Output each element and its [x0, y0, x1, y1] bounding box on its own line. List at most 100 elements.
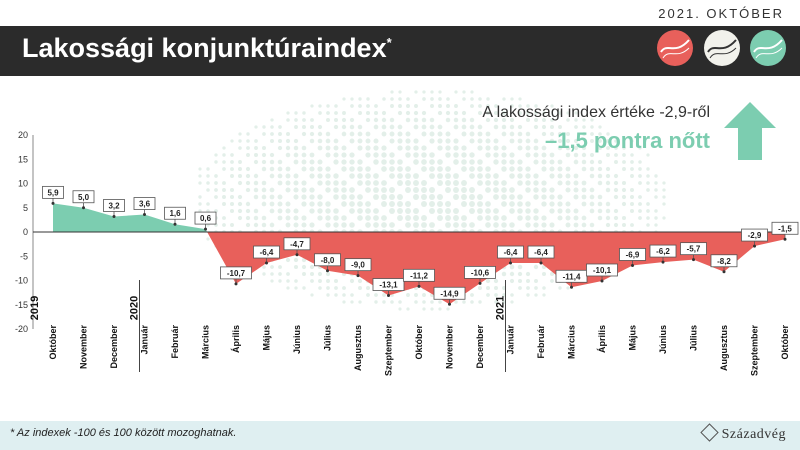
- background-dot: [453, 124, 459, 130]
- background-dot: [461, 159, 467, 165]
- x-tick-label: Április: [231, 325, 241, 353]
- background-dot: [638, 181, 642, 185]
- background-dot: [525, 173, 531, 179]
- background-dot: [646, 181, 650, 185]
- background-dot: [541, 145, 547, 151]
- background-dot: [445, 166, 451, 172]
- background-dot: [589, 194, 595, 200]
- background-dot: [509, 159, 515, 165]
- x-tick-label: Szeptember: [750, 325, 760, 377]
- background-dot: [222, 223, 226, 227]
- background-dot: [206, 167, 210, 171]
- background-dot: [638, 209, 642, 213]
- background-dot: [501, 124, 507, 130]
- background-dot: [502, 97, 506, 101]
- data-point: [387, 294, 390, 298]
- background-dot: [302, 111, 306, 115]
- background-dot: [533, 215, 539, 221]
- background-dot: [589, 201, 595, 207]
- background-dot: [445, 180, 451, 186]
- background-dot: [493, 194, 499, 200]
- x-tick-label: Augusztus: [719, 325, 729, 371]
- background-dot: [341, 131, 347, 137]
- background-dot: [462, 97, 466, 101]
- background-dot: [389, 124, 395, 130]
- background-dot: [493, 222, 499, 228]
- y-tick-label: -10: [15, 276, 28, 286]
- background-dot: [621, 201, 627, 207]
- background-dot: [261, 222, 267, 228]
- background-dot: [549, 201, 555, 207]
- background-dot: [477, 166, 483, 172]
- background-dot: [565, 215, 571, 221]
- background-dot: [453, 208, 459, 214]
- background-dot: [430, 90, 434, 94]
- background-dot: [533, 194, 539, 200]
- background-dot: [293, 180, 299, 186]
- background-dot: [461, 215, 467, 221]
- background-dot: [493, 208, 499, 214]
- background-dot: [638, 195, 642, 199]
- background-dot: [510, 104, 514, 108]
- background-dot: [349, 201, 355, 207]
- background-dot: [590, 118, 594, 122]
- background-dot: [477, 173, 483, 179]
- background-dot: [350, 293, 354, 297]
- background-dot: [469, 222, 475, 228]
- background-dot: [477, 285, 483, 291]
- background-dot: [349, 138, 355, 144]
- background-dot: [429, 222, 435, 228]
- background-dot: [501, 166, 507, 172]
- background-dot: [654, 174, 658, 178]
- background-dot: [470, 97, 474, 101]
- background-dot: [549, 152, 555, 158]
- background-dot: [525, 131, 531, 137]
- background-dot: [525, 278, 531, 284]
- background-dot: [390, 104, 394, 108]
- background-dot: [509, 124, 515, 130]
- background-dot: [389, 166, 395, 172]
- background-dot: [581, 166, 587, 172]
- background-dot: [437, 173, 443, 179]
- background-dot: [261, 194, 267, 200]
- background-dot: [301, 152, 307, 158]
- background-dot: [526, 293, 530, 297]
- background-dot: [509, 222, 515, 228]
- background-dot: [510, 97, 514, 101]
- background-dot: [262, 272, 266, 276]
- background-dot: [333, 145, 339, 151]
- background-dot: [269, 208, 275, 214]
- background-dot: [493, 110, 499, 116]
- background-dot: [429, 166, 435, 172]
- background-dot: [237, 208, 243, 214]
- background-dot: [517, 215, 523, 221]
- background-dot: [557, 208, 563, 214]
- data-label: 5,0: [72, 190, 95, 208]
- background-dot: [373, 215, 379, 221]
- background-dot: [349, 152, 355, 158]
- background-dot: [389, 159, 395, 165]
- background-dot: [333, 278, 339, 284]
- background-dot: [309, 187, 315, 193]
- background-dot: [662, 202, 666, 206]
- background-dot: [222, 146, 226, 150]
- background-dot: [373, 124, 379, 130]
- background-dot: [445, 222, 451, 228]
- background-dot: [326, 293, 330, 297]
- background-dot: [485, 215, 491, 221]
- background-dot: [421, 110, 427, 116]
- data-label: -6,2: [649, 244, 677, 263]
- background-dot: [357, 201, 363, 207]
- background-dot: [429, 187, 435, 193]
- background-dot: [630, 174, 634, 178]
- background-dot: [437, 159, 443, 165]
- background-dot: [469, 138, 475, 144]
- background-dot: [469, 201, 475, 207]
- data-point: [783, 237, 787, 241]
- background-dot: [390, 300, 394, 304]
- background-dot: [485, 152, 491, 158]
- svg-text:-10,1: -10,1: [593, 266, 612, 275]
- background-dot: [406, 293, 410, 297]
- background-dot: [597, 166, 603, 172]
- background-dot: [357, 208, 363, 214]
